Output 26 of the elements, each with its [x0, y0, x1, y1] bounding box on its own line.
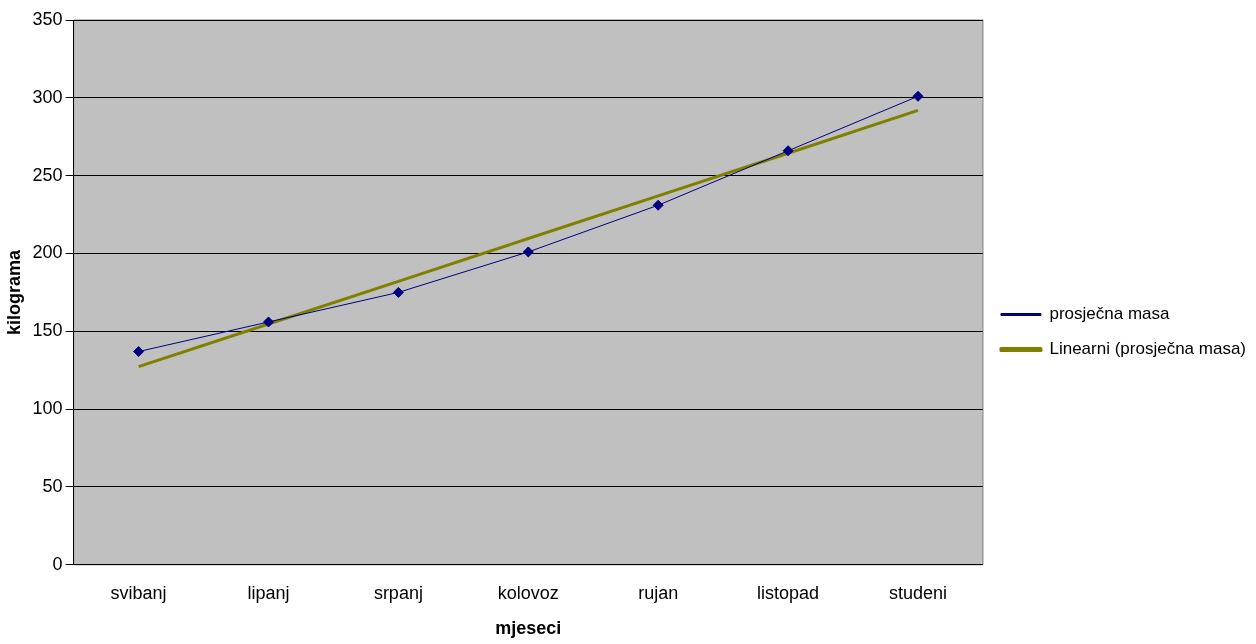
y-tick-label: 100 — [32, 398, 63, 419]
x-tick-label: lipanj — [247, 582, 290, 603]
point — [652, 199, 664, 211]
y-tick-label: 250 — [32, 164, 63, 185]
point — [392, 286, 404, 298]
point — [133, 346, 145, 358]
x-tick-label: svibanj — [110, 582, 167, 603]
y-tick-label: 300 — [32, 86, 63, 107]
legend-label: prosječna masa — [1049, 304, 1171, 324]
point — [912, 90, 924, 102]
point — [522, 246, 534, 258]
x-tick-label: studeni — [888, 582, 948, 603]
point — [782, 145, 794, 157]
y-tick-label: 0 — [52, 553, 63, 574]
y-tick-label: 200 — [32, 242, 63, 263]
x-tick-label: rujan — [638, 582, 679, 603]
y-tick-label: 150 — [32, 320, 63, 341]
x-tick-label: kolovoz — [497, 582, 559, 603]
y-axis-title: kilograma — [3, 248, 24, 335]
x-tick-label: listopad — [757, 582, 820, 603]
x-axis-title: mjeseci — [495, 618, 562, 639]
x-tick-label: srpanj — [373, 582, 423, 603]
legend-label: Linearni (prosječna masa) — [1049, 339, 1247, 359]
y-tick-label: 350 — [32, 8, 63, 29]
point — [262, 316, 274, 328]
y-tick-label: 50 — [42, 475, 63, 496]
